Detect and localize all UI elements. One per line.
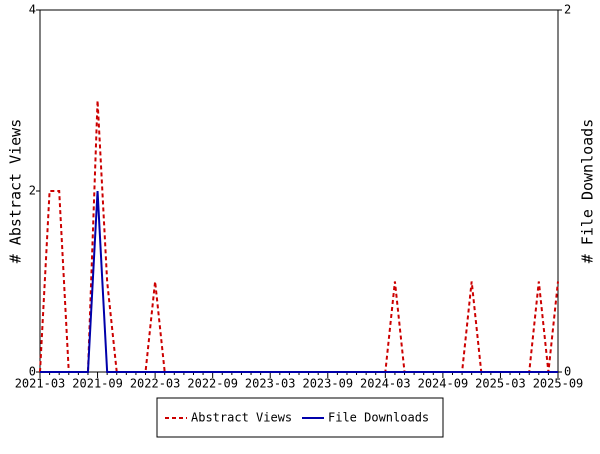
x-tick-label: 2023-03 — [245, 377, 296, 391]
y2-axis-title: # File Downloads — [579, 119, 597, 264]
x-tick-label: 2024-09 — [418, 377, 469, 391]
x-tick-label: 2022-09 — [187, 377, 238, 391]
data-line — [40, 190, 558, 373]
x-tick-label: 2021-09 — [72, 377, 123, 391]
y-tick-label: 2 — [29, 184, 36, 198]
x-tick-label: 2022-03 — [130, 377, 181, 391]
x-tick-label: 2025-03 — [475, 377, 526, 391]
legend-box — [156, 397, 444, 438]
y-tick-label: 4 — [29, 3, 36, 17]
x-tick-label: 2024-03 — [360, 377, 411, 391]
y2-tick-label: 0 — [564, 365, 571, 379]
x-tick-label: 2025-09 — [533, 377, 584, 391]
y-tick-label: 0 — [29, 365, 36, 379]
legend-label: File Downloads — [328, 411, 429, 425]
y2-tick-label: 2 — [564, 3, 571, 17]
y-axis-title: # Abstract Views — [7, 119, 25, 264]
x-tick-label: 2023-09 — [302, 377, 353, 391]
legend-label: Abstract Views — [191, 411, 292, 425]
x-tick-label: 2021-03 — [15, 377, 66, 391]
data-line — [39, 100, 559, 373]
